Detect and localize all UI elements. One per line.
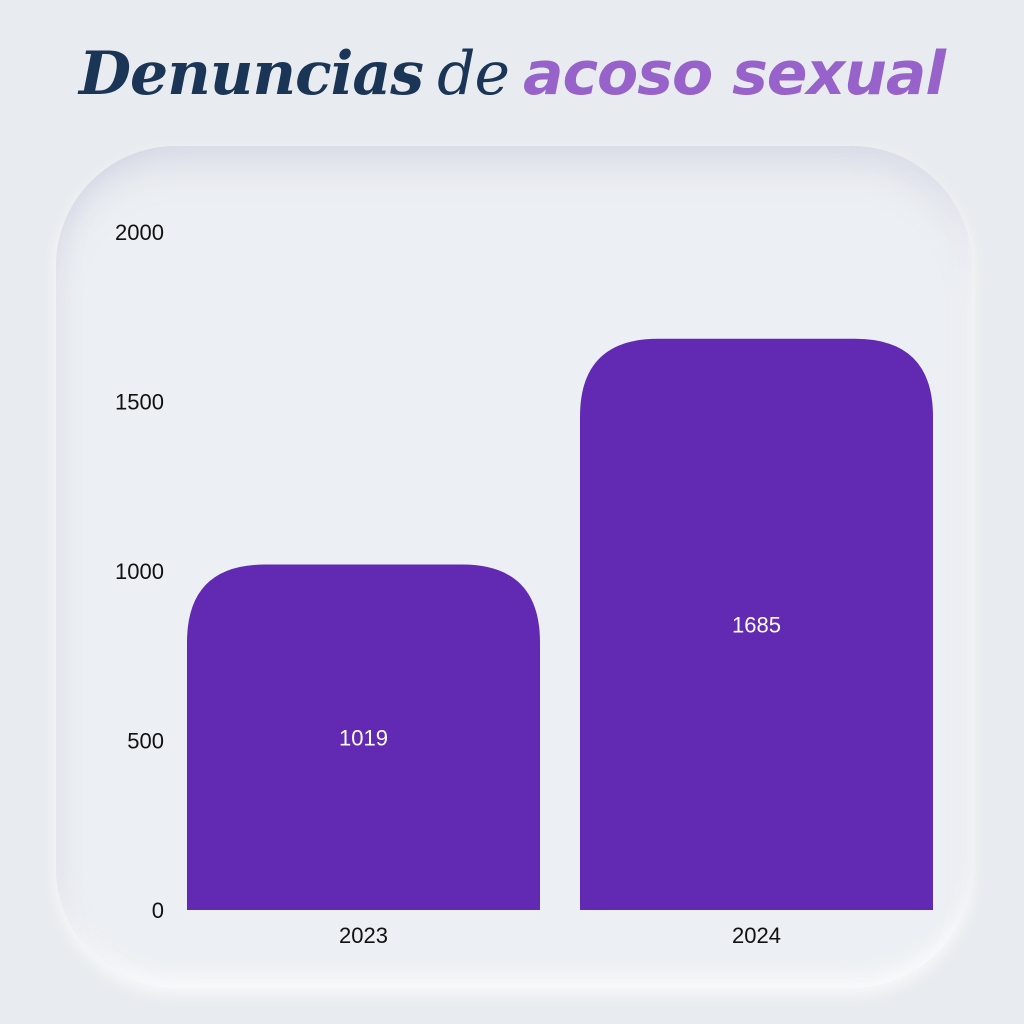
bar-2024	[580, 338, 933, 910]
y-tick-label: 2000	[115, 220, 164, 245]
x-tick-label: 2023	[339, 923, 388, 948]
bar-value-label: 1685	[732, 612, 781, 637]
title-part-3: acoso sexual	[523, 39, 946, 109]
x-tick-label: 2024	[732, 923, 781, 948]
y-tick-label: 1000	[115, 559, 164, 584]
bar-2023	[187, 564, 540, 910]
chart-title: Denuncias de acoso sexual	[0, 34, 1024, 114]
bar-value-label: 1019	[339, 725, 388, 750]
title-part-2: de	[437, 39, 510, 109]
y-tick-label: 500	[127, 729, 164, 754]
title-part-1: Denuncias	[79, 39, 424, 109]
y-tick-label: 0	[152, 898, 164, 923]
y-tick-label: 1500	[115, 390, 164, 415]
